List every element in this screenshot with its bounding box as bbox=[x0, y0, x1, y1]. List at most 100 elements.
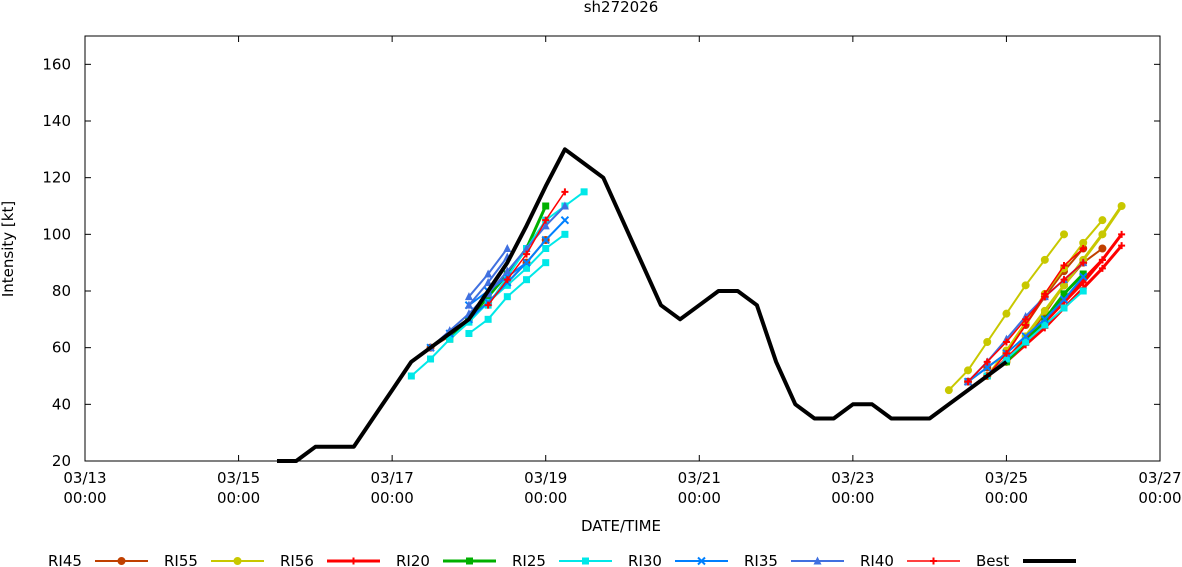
legend-marker bbox=[930, 557, 937, 565]
data-point bbox=[522, 258, 531, 267]
best-track-layer bbox=[277, 147, 1008, 463]
data-point bbox=[983, 338, 992, 346]
legend-label: Best bbox=[976, 552, 1009, 567]
chart-title: sh272026 bbox=[584, 0, 659, 16]
data-point bbox=[503, 244, 512, 252]
legend-item-ri25: RI25 bbox=[512, 552, 612, 567]
data-point bbox=[1002, 349, 1010, 357]
legend-marker bbox=[582, 557, 589, 565]
x-axis-label: DATE/TIME bbox=[581, 517, 661, 535]
data-point bbox=[484, 269, 493, 278]
data-point bbox=[1041, 321, 1049, 329]
data-point bbox=[1021, 332, 1030, 341]
data-point bbox=[465, 318, 473, 326]
legend-marker bbox=[813, 556, 822, 565]
data-point bbox=[1079, 259, 1087, 267]
x-tick-label-time: 00:00 bbox=[985, 489, 1028, 507]
data-point bbox=[1079, 272, 1088, 282]
data-point bbox=[1118, 230, 1126, 238]
legend-label: RI45 bbox=[48, 552, 82, 567]
data-point bbox=[580, 188, 588, 196]
data-point bbox=[964, 366, 973, 375]
legend-label: RI40 bbox=[860, 552, 894, 567]
data-point bbox=[1060, 276, 1068, 284]
x-tick-label-date: 03/15 bbox=[217, 469, 260, 487]
y-tick-label: 160 bbox=[42, 55, 71, 73]
data-point bbox=[1002, 309, 1011, 318]
data-point bbox=[523, 276, 531, 284]
legend-item-ri56: RI56 bbox=[280, 552, 380, 567]
legend-item-best: Best bbox=[976, 552, 1076, 567]
data-point bbox=[523, 264, 531, 272]
data-point bbox=[407, 372, 415, 380]
data-point bbox=[1021, 281, 1030, 290]
data-point bbox=[464, 300, 473, 309]
data-point bbox=[503, 293, 511, 301]
x-tick-label-date: 03/27 bbox=[1138, 469, 1181, 487]
data-point bbox=[1098, 244, 1107, 253]
legend-label: RI30 bbox=[628, 552, 662, 567]
legend-item-ri40: RI40 bbox=[860, 552, 960, 567]
data-point bbox=[1117, 202, 1126, 210]
data-point bbox=[1060, 262, 1068, 269]
x-tick-label-time: 00:00 bbox=[1138, 489, 1181, 507]
data-point bbox=[1002, 338, 1010, 346]
data-point bbox=[944, 386, 953, 395]
data-point bbox=[1059, 295, 1069, 304]
x-tick-label-time: 00:00 bbox=[217, 489, 260, 507]
data-point bbox=[427, 355, 435, 363]
data-point bbox=[1118, 242, 1126, 250]
data-point bbox=[1098, 230, 1107, 239]
y-tick-label: 20 bbox=[52, 452, 71, 470]
legend-item-ri45: RI45 bbox=[48, 552, 148, 567]
data-point bbox=[561, 188, 569, 196]
series-ri55 bbox=[944, 216, 1107, 395]
data-point bbox=[503, 281, 511, 289]
data-point bbox=[1098, 256, 1106, 264]
legend: RI45 RI55 RI56 RI20 RI25 RI30 RI35 RI40 Best bbox=[48, 552, 1076, 567]
legend-label: RI55 bbox=[164, 552, 198, 567]
data-point bbox=[561, 230, 569, 238]
data-point bbox=[484, 301, 492, 309]
series-layer bbox=[407, 188, 1126, 395]
data-point bbox=[542, 245, 550, 252]
legend-marker bbox=[233, 557, 242, 565]
legend-label: RI20 bbox=[396, 552, 430, 567]
x-tick-label-date: 03/21 bbox=[678, 469, 721, 487]
x-tick-label-date: 03/23 bbox=[831, 469, 874, 487]
x-tick-label-date: 03/17 bbox=[371, 469, 414, 487]
data-point bbox=[1079, 270, 1087, 278]
x-tick-label-time: 00:00 bbox=[678, 489, 721, 507]
data-point bbox=[484, 278, 493, 286]
x-tick-label-date: 03/25 bbox=[985, 469, 1028, 487]
x-tick-label-date: 03/13 bbox=[63, 469, 106, 487]
data-point bbox=[1022, 338, 1030, 346]
legend-item-ri55: RI55 bbox=[164, 552, 264, 567]
legend-label: RI35 bbox=[744, 552, 778, 567]
plot-frame bbox=[84, 35, 1161, 462]
data-point bbox=[542, 202, 550, 210]
y-tick-label: 40 bbox=[52, 395, 71, 413]
y-tick-label: 60 bbox=[52, 339, 71, 357]
data-point bbox=[1040, 315, 1050, 324]
y-axis: 20 40 60 80 100 120 140 160 bbox=[42, 55, 1160, 470]
legend-marker bbox=[697, 556, 706, 566]
series-line bbox=[986, 247, 1084, 377]
data-point bbox=[1022, 315, 1030, 323]
legend-marker bbox=[117, 557, 126, 565]
data-point bbox=[446, 335, 454, 343]
data-point bbox=[541, 235, 550, 245]
data-point bbox=[542, 259, 550, 267]
y-axis-label: Intensity [kt] bbox=[0, 201, 17, 297]
x-tick-label-time: 00:00 bbox=[524, 489, 567, 507]
y-tick-label: 140 bbox=[42, 112, 71, 130]
legend-item-ri30: RI30 bbox=[628, 552, 728, 567]
data-point bbox=[1098, 216, 1107, 225]
data-point bbox=[1098, 264, 1106, 272]
data-point bbox=[541, 221, 550, 230]
data-point bbox=[1060, 230, 1069, 239]
data-point bbox=[484, 315, 492, 323]
data-point bbox=[1079, 245, 1087, 252]
x-axis: 03/13 00:00 03/15 00:00 03/17 00:00 03/19 00:00… bbox=[63, 36, 1182, 507]
